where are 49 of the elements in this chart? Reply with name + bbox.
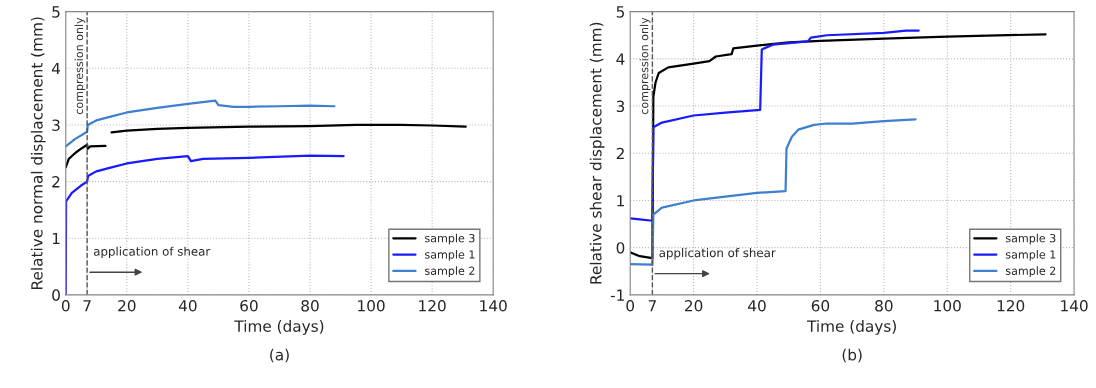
x-tick-label: 7	[83, 300, 91, 312]
y-tick-label: 5	[52, 6, 60, 18]
x-tick-label: 40	[748, 300, 766, 312]
y-axis-title: Relative normal displacement (mm)	[30, 17, 46, 289]
x-tick-label: 100	[934, 300, 961, 312]
x-axis-title: Time (days)	[234, 320, 324, 335]
x-tick-label: 80	[875, 300, 893, 312]
ref-line-label: compression only	[74, 17, 86, 115]
y-tick-label: 1	[52, 232, 60, 245]
x-tick-label: 20	[685, 300, 703, 312]
y-tick-label: 1	[617, 195, 624, 207]
x-tick-label: 7	[648, 300, 656, 312]
x-tick-label: 120	[419, 300, 446, 312]
text: (a)	[270, 348, 289, 363]
annotation: application of shear	[93, 246, 211, 259]
x-tick-label: 100	[358, 300, 385, 312]
annotation: application of shear	[659, 248, 776, 260]
legend-label: sample 2	[1005, 266, 1056, 278]
y-tick-label: 2	[616, 147, 624, 160]
x-tick-label: 20	[118, 300, 136, 312]
x-tick-label: 140	[480, 300, 507, 312]
x-tick-label: 60	[811, 300, 830, 312]
x-tick-label: 40	[178, 300, 197, 312]
x-axis-title: Time (days)	[806, 320, 896, 335]
x-tick-label: 140	[1061, 300, 1088, 312]
x-tick-label: 60	[240, 300, 258, 312]
y-tick-label: 0	[52, 289, 60, 301]
y-tick-label: 4	[616, 53, 625, 65]
x-tick-label: 0	[626, 300, 635, 312]
y-tick-label: 5	[616, 6, 624, 18]
y-tick-label: 2	[52, 176, 60, 188]
x-tick-label: 0	[61, 300, 70, 312]
x-tick-label: 120	[997, 300, 1025, 312]
x-tick-label: 80	[301, 300, 319, 312]
y-tick-label: 0	[616, 242, 625, 254]
y-axis-title: Relative shear displacement (mm)	[589, 22, 605, 284]
legend-label: sample 1	[1005, 250, 1056, 261]
legend-label: sample 3	[425, 233, 475, 245]
legend-label: sample 2	[425, 266, 475, 278]
line-series	[630, 118, 917, 266]
legend-label: sample 1	[425, 250, 475, 261]
y-tick-label: 3	[616, 100, 625, 113]
line-series	[65, 154, 345, 295]
text: (b)	[842, 348, 862, 363]
legend-label: sample 3	[1005, 233, 1056, 245]
y-tick-label: 4	[51, 62, 61, 75]
y-tick-label: 3	[52, 119, 60, 131]
y-tick-label: -1	[610, 289, 624, 301]
ref-line-label: compression only	[639, 17, 651, 115]
